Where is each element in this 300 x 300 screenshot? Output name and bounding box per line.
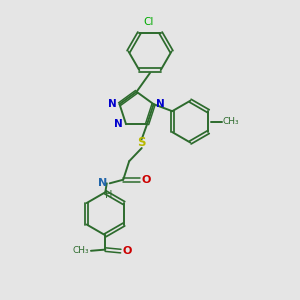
Text: N: N xyxy=(108,99,116,109)
Text: Cl: Cl xyxy=(143,17,154,27)
Text: N: N xyxy=(156,99,165,109)
Text: CH₃: CH₃ xyxy=(73,246,89,255)
Text: H: H xyxy=(105,190,112,200)
Text: S: S xyxy=(137,136,146,149)
Text: N: N xyxy=(114,119,123,129)
Text: O: O xyxy=(123,246,132,256)
Text: O: O xyxy=(141,175,151,185)
Text: N: N xyxy=(98,178,107,188)
Text: CH₃: CH₃ xyxy=(223,117,239,126)
